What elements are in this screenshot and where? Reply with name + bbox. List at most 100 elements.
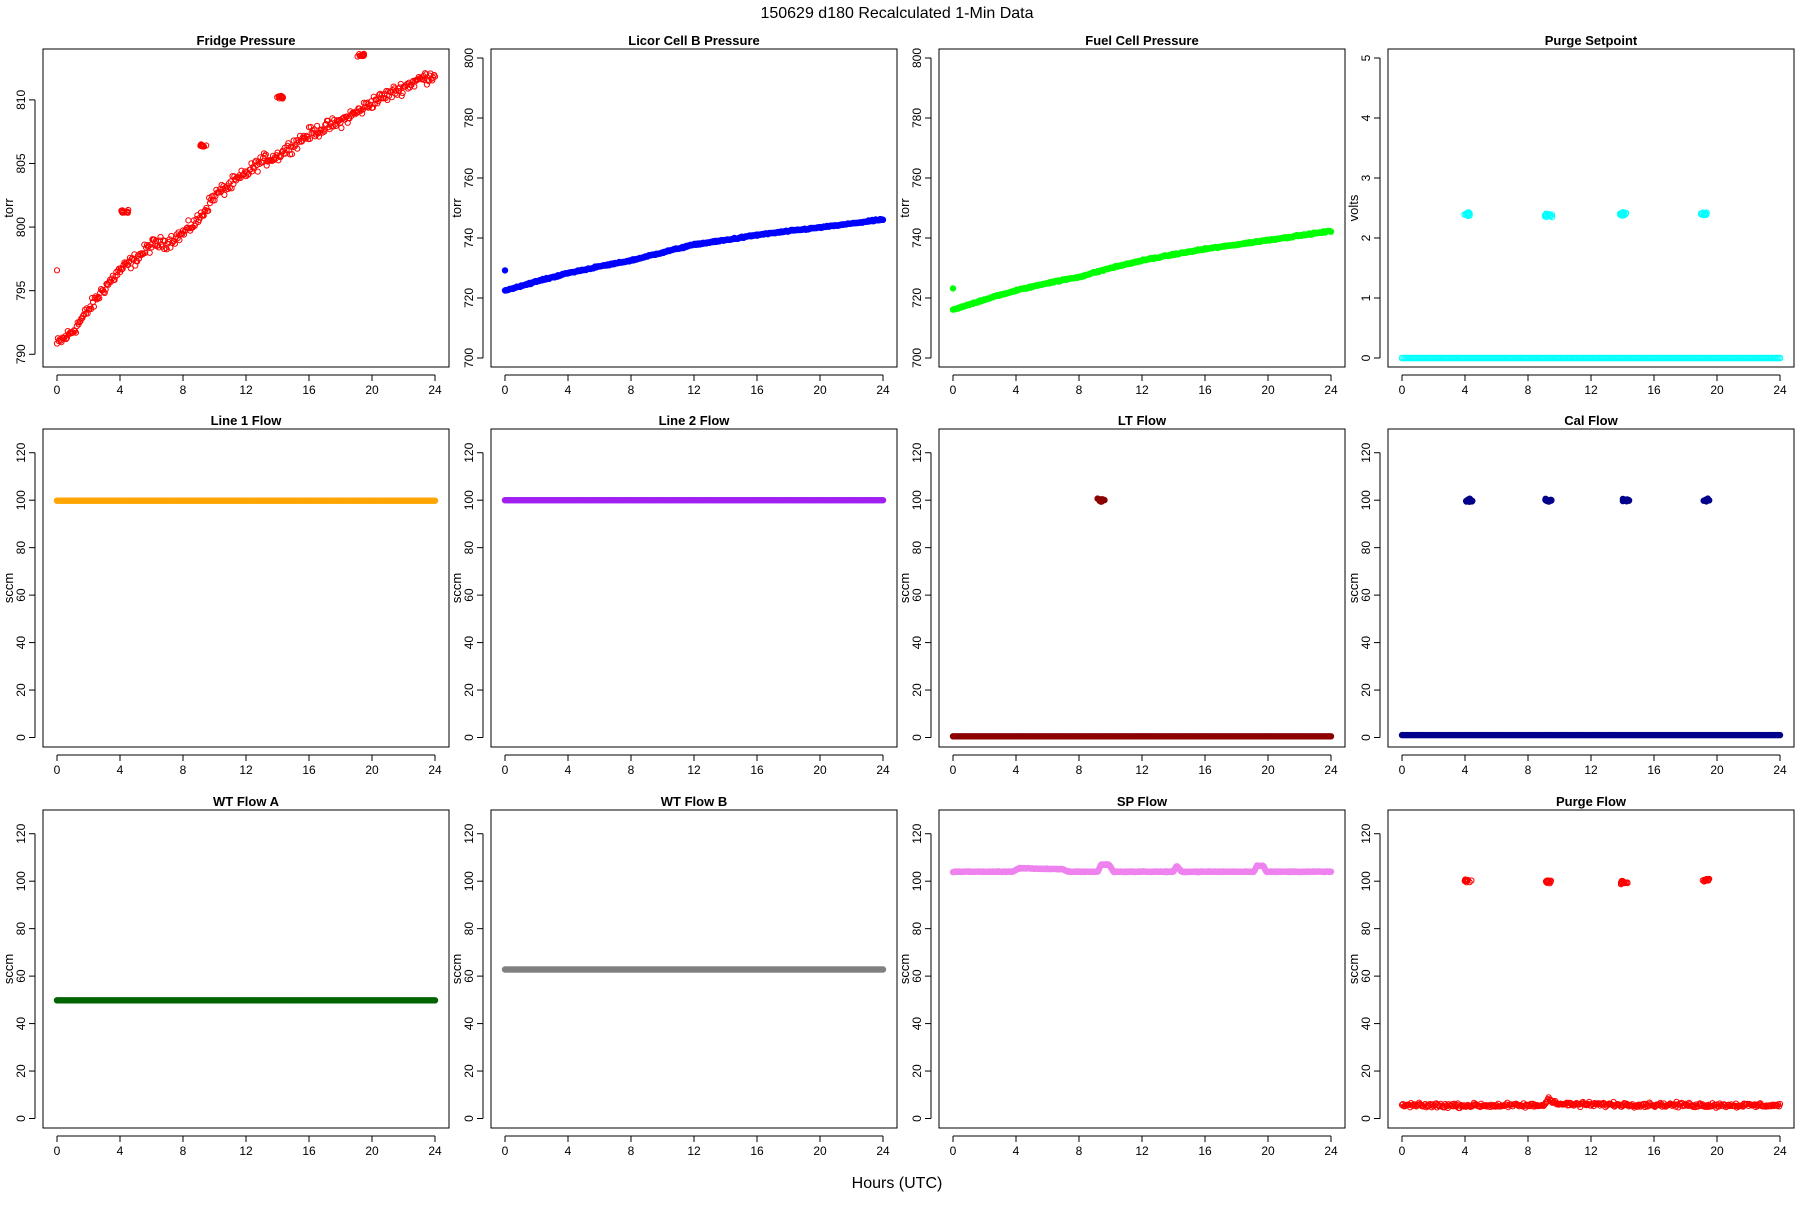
y-axis-label: sccm <box>1346 573 1361 603</box>
panel-title: Fuel Cell Pressure <box>1085 33 1198 48</box>
data-point <box>350 110 358 117</box>
data-point <box>171 240 178 247</box>
x-tick-label: 4 <box>565 1144 572 1158</box>
data-point <box>73 323 80 330</box>
data-point <box>275 157 282 164</box>
data-points <box>53 50 439 347</box>
x-tick-label: 16 <box>1198 1144 1212 1158</box>
y-tick-label: 720 <box>910 288 924 308</box>
y-tick-label: 0 <box>14 734 28 741</box>
data-point <box>321 128 328 135</box>
y-tick-label: 20 <box>1359 683 1373 697</box>
x-tick-label: 8 <box>180 383 187 397</box>
plot-frame <box>490 428 898 748</box>
data-point <box>282 150 289 157</box>
x-tick-label: 8 <box>1076 1144 1083 1158</box>
x-tick-label: 20 <box>813 383 827 397</box>
data-point <box>119 265 126 272</box>
data-point <box>1463 210 1471 218</box>
x-tick-label: 12 <box>1135 383 1149 397</box>
data-point <box>1776 1100 1784 1108</box>
y-tick-label: 760 <box>462 168 476 188</box>
x-tick-label: 24 <box>1324 383 1338 397</box>
y-tick-label: 60 <box>910 969 924 983</box>
x-axis: 0 4 8 12 16 20 24 <box>502 754 890 777</box>
y-tick-label: 800 <box>910 48 924 68</box>
data-point <box>62 333 69 340</box>
x-tick-label: 4 <box>1013 1144 1020 1158</box>
x-tick-label: 16 <box>1647 1144 1661 1158</box>
x-axis: 0 4 8 12 16 20 24 <box>1399 754 1787 777</box>
x-tick-label: 8 <box>1525 763 1532 777</box>
data-point <box>338 124 345 132</box>
y-tick-label: 800 <box>462 48 476 68</box>
x-tick-label: 16 <box>302 763 316 777</box>
data-points <box>501 215 887 294</box>
y-tick-label: 120 <box>462 823 476 843</box>
y-axis: 790 795 800 805 810 <box>14 90 36 364</box>
y-tick-label: 20 <box>14 683 28 697</box>
x-tick-label: 24 <box>1773 1144 1787 1158</box>
x-axis: 0 4 8 12 16 20 24 <box>1399 374 1787 397</box>
panel-lt-flow: LT Flow 0 4 8 12 16 20 24 0 20 40 60 80 100 120 sccm <box>897 413 1346 777</box>
x-tick-label: 0 <box>950 383 957 397</box>
y-tick-label: 100 <box>462 490 476 510</box>
data-points <box>1398 495 1784 739</box>
y-tick-label: 60 <box>14 588 28 602</box>
x-tick-label: 24 <box>1773 763 1787 777</box>
y-tick-label: 0 <box>910 734 924 741</box>
y-axis-label: sccm <box>897 954 912 984</box>
plot-frame <box>490 809 898 1129</box>
y-axis: 0 20 40 60 80 100 120 <box>462 823 484 1122</box>
data-point <box>185 217 192 224</box>
plot-frame <box>938 428 1346 748</box>
panel-fuel-cell-pressure: Fuel Cell Pressure 0 4 8 12 16 20 24 700 720 740 76… <box>897 33 1346 397</box>
x-tick-label: 0 <box>950 1144 957 1158</box>
data-point <box>1544 877 1551 885</box>
x-tick-label: 12 <box>239 1144 253 1158</box>
y-tick-label: 120 <box>910 442 924 462</box>
y-tick-label: 60 <box>1359 588 1373 602</box>
y-tick-label: 120 <box>14 823 28 843</box>
y-axis-label: sccm <box>1 573 16 603</box>
y-tick-label: 100 <box>14 490 28 510</box>
y-axis-label: volts <box>1346 194 1361 221</box>
data-point <box>1469 497 1476 505</box>
y-tick-label: 80 <box>14 922 28 936</box>
data-point <box>1621 879 1628 886</box>
plot-frame <box>42 809 450 1129</box>
data-point <box>1462 877 1469 884</box>
y-axis-label: sccm <box>449 573 464 603</box>
x-tick-label: 20 <box>365 1144 379 1158</box>
data-point <box>303 132 310 139</box>
y-axis: 0 20 40 60 80 100 120 <box>910 823 932 1122</box>
x-tick-label: 16 <box>750 763 764 777</box>
panel-wt-flow-b: WT Flow B 0 4 8 12 16 20 24 0 20 40 60 80 100 120 sccm <box>449 794 898 1158</box>
plot-frame <box>490 48 898 368</box>
panel-title: WT Flow B <box>661 794 727 809</box>
y-axis: 0 1 2 3 4 5 <box>1359 54 1381 361</box>
data-point <box>221 191 228 198</box>
x-tick-label: 20 <box>1261 1144 1275 1158</box>
x-axis: 0 4 8 12 16 20 24 <box>502 374 890 397</box>
data-point <box>360 52 367 59</box>
data-point <box>276 93 283 100</box>
data-point <box>1704 876 1711 884</box>
x-tick-label: 8 <box>628 383 635 397</box>
plot-frame <box>1387 48 1795 368</box>
x-tick-label: 4 <box>1462 763 1469 777</box>
panel-licor-cell-b-pressure: Licor Cell B Pressure 0 4 8 12 16 20 24 700 720 74… <box>449 33 898 397</box>
panel-line-1-flow: Line 1 Flow 0 4 8 12 16 20 24 0 20 40 60 80 100 120 scc… <box>1 413 450 777</box>
x-tick-label: 8 <box>180 763 187 777</box>
y-tick-label: 20 <box>1359 1064 1373 1078</box>
x-tick-label: 16 <box>750 1144 764 1158</box>
y-tick-label: 80 <box>14 541 28 555</box>
y-axis-label: sccm <box>1346 954 1361 984</box>
x-axis: 0 4 8 12 16 20 24 <box>1399 1135 1787 1158</box>
x-tick-label: 16 <box>1198 763 1212 777</box>
x-tick-label: 12 <box>1584 763 1598 777</box>
y-tick-label: 120 <box>1359 823 1373 843</box>
data-point <box>102 286 109 293</box>
data-point <box>359 110 366 117</box>
